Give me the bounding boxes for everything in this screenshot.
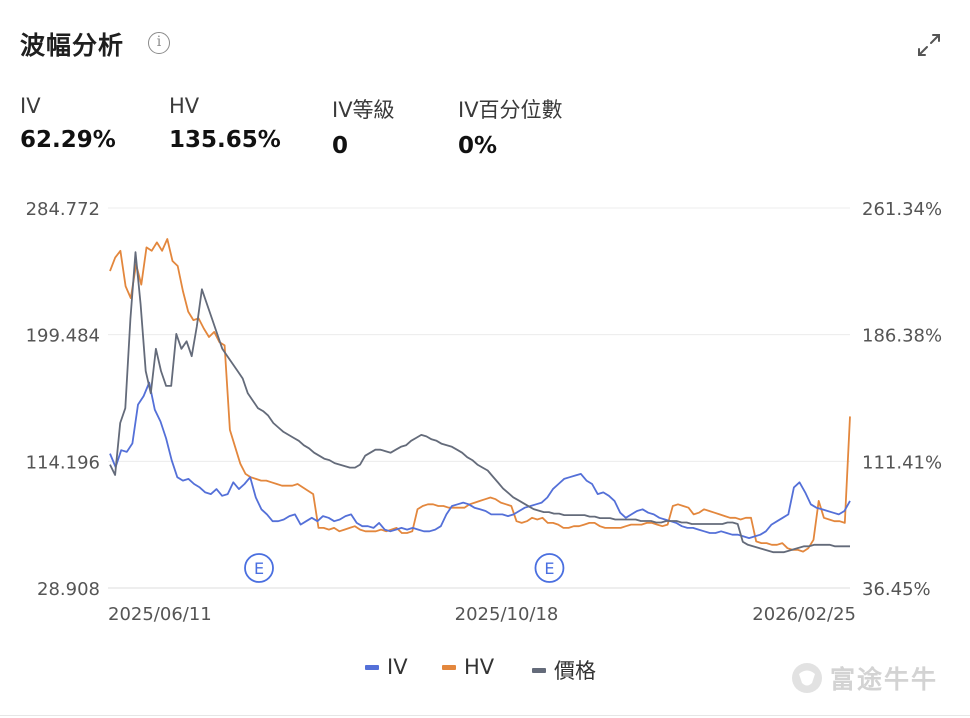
series-line-iv xyxy=(109,381,851,540)
earnings-marker xyxy=(534,553,565,583)
legend-swatch xyxy=(365,664,379,670)
earnings-marker xyxy=(244,553,274,583)
page-title: 波幅分析 xyxy=(20,31,125,60)
right-axis-tick-label: 261.34% xyxy=(862,199,942,220)
left-axis-tick-label: 28.908 xyxy=(37,579,100,600)
right-axis-tick-label: 111.41% xyxy=(862,452,942,473)
x-axis-tick-label: 2026/02/25 xyxy=(752,604,856,625)
stat-iv-percentile: IV百分位數 0% xyxy=(458,94,563,159)
x-axis-tick-label: 2025/06/11 xyxy=(108,604,212,625)
earnings-marker-label: E xyxy=(254,559,264,578)
stat-value: 62.29% xyxy=(20,127,116,153)
chart-legend: IV HV 價格 xyxy=(0,655,970,683)
stat-iv: IV 62.29% xyxy=(20,94,116,153)
stat-label: IV百分位數 xyxy=(458,98,563,122)
stat-value: 0% xyxy=(458,133,498,159)
x-axis-tick-label: 2025/10/18 xyxy=(455,604,559,625)
bull-logo-icon xyxy=(792,663,822,693)
bottom-divider xyxy=(0,715,970,716)
expand-icon[interactable] xyxy=(916,32,942,58)
stat-iv-rank: IV等級 0 xyxy=(332,94,395,159)
left-axis-tick-label: 284.772 xyxy=(26,199,100,220)
stat-label: IV等級 xyxy=(332,98,395,122)
left-axis-tick-label: 199.484 xyxy=(26,326,100,347)
stat-value: 0 xyxy=(332,133,349,159)
right-axis-tick-label: 36.45% xyxy=(862,579,931,600)
left-axis-tick-label: 114.196 xyxy=(26,452,100,473)
legend-swatch xyxy=(442,664,456,670)
legend-swatch xyxy=(532,667,546,673)
legend-item-hv[interactable]: HV xyxy=(442,655,494,679)
earnings-marker-label: E xyxy=(544,559,554,578)
watermark-text: 富途牛牛 xyxy=(830,665,939,694)
stat-hv: HV 135.65% xyxy=(169,94,281,153)
stat-label: IV xyxy=(20,94,41,118)
series-line-price xyxy=(109,251,850,554)
legend-label: 價格 xyxy=(554,659,596,683)
stat-value: 135.65% xyxy=(169,127,281,153)
legend-item-iv[interactable]: IV xyxy=(365,655,408,679)
info-icon[interactable]: i xyxy=(148,32,170,54)
volatility-chart[interactable]: 284.772 261.34% 199.484 186.38% 114.196 111.4… xyxy=(0,190,970,640)
legend-label: IV xyxy=(387,655,408,679)
series-line-hv xyxy=(109,238,851,553)
stat-label: HV xyxy=(169,94,200,118)
watermark-logo: 富途牛牛 xyxy=(790,660,938,696)
right-axis-tick-label: 186.38% xyxy=(862,326,942,347)
legend-item-price[interactable]: 價格 xyxy=(532,655,596,685)
legend-label: HV xyxy=(464,655,495,679)
